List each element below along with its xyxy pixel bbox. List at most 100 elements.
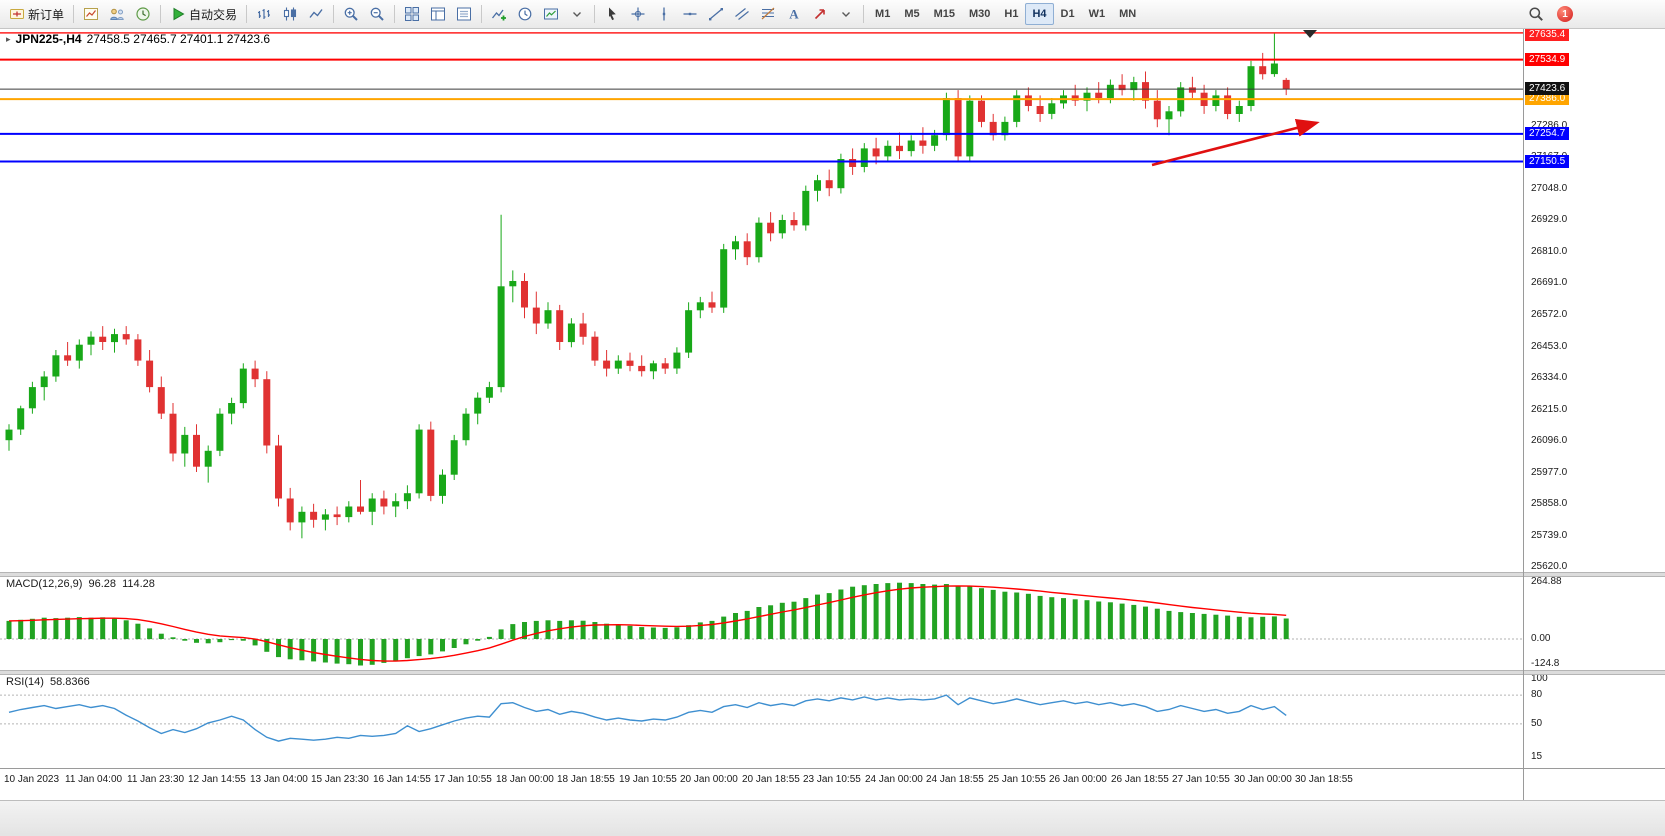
toolbar-separator <box>481 5 483 23</box>
time-axis-label: 24 Jan 00:00 <box>865 774 923 785</box>
main-chart-panel[interactable]: ▸ JPN225-,H4 27458.5 27465.7 27401.1 274… <box>0 28 1523 572</box>
fibonacci-button[interactable] <box>755 3 781 25</box>
chart-title: ▸ JPN225-,H4 27458.5 27465.7 27401.1 274… <box>6 32 270 46</box>
objects-dropdown[interactable] <box>833 3 859 25</box>
profile-icon <box>109 6 125 22</box>
cursor-icon <box>604 6 620 22</box>
text-icon: A <box>786 6 802 22</box>
line-chart-button[interactable] <box>303 3 329 25</box>
macd-histogram <box>6 582 1289 666</box>
time-axis-label: 26 Jan 18:55 <box>1111 774 1169 785</box>
time-axis[interactable]: 10 Jan 2023 11 Jan 04:00 11 Jan 23:30 12 Ja… <box>0 768 1665 801</box>
new-order-button[interactable]: 新订单 <box>4 3 69 25</box>
timeframe-m30[interactable]: M30 <box>962 3 997 25</box>
macd-value-main: 96.28 <box>88 578 117 590</box>
timeframe-w1[interactable]: W1 <box>1082 3 1113 25</box>
timeframe-h4[interactable]: H4 <box>1025 3 1054 25</box>
rsi-axis-label: 15 <box>1531 751 1543 762</box>
rsi-canvas[interactable] <box>0 673 1523 768</box>
macd-axis-label: -124.8 <box>1531 658 1560 669</box>
trendline-button[interactable] <box>703 3 729 25</box>
macd-panel[interactable]: MACD(12,26,9) 96.28 114.28 <box>0 575 1523 670</box>
time-axis-label: 16 Jan 14:55 <box>373 774 431 785</box>
time-axis-label: 30 Jan 00:00 <box>1234 774 1292 785</box>
candles <box>5 33 1290 539</box>
timeframe-m5[interactable]: M5 <box>897 3 926 25</box>
arrows-icon <box>812 6 828 22</box>
status-bar <box>0 800 1665 836</box>
navigator-button[interactable] <box>451 3 477 25</box>
zoomout-icon <box>369 6 385 22</box>
search-button[interactable] <box>1523 3 1549 25</box>
one-click-trading-icon[interactable]: ▸ <box>6 33 11 44</box>
timeframe-mn[interactable]: MN <box>1112 3 1143 25</box>
data-window-button[interactable] <box>425 3 451 25</box>
template-button[interactable] <box>538 3 564 25</box>
timeframe-d1[interactable]: D1 <box>1054 3 1082 25</box>
price-tag-pivot-line: 27386.0 <box>1525 92 1570 105</box>
template-dropdown[interactable] <box>564 3 590 25</box>
tile-icon <box>404 6 420 22</box>
crosshair-button[interactable] <box>625 3 651 25</box>
timeframe-h1[interactable]: H1 <box>997 3 1025 25</box>
text-button[interactable]: A <box>781 3 807 25</box>
rsi-axis-label: 80 <box>1531 689 1543 700</box>
price-tag-support-line-2: 27150.5 <box>1525 155 1570 168</box>
toolbar-separator <box>333 5 335 23</box>
arrow-object-button[interactable] <box>807 3 833 25</box>
new-chart-button[interactable] <box>78 3 104 25</box>
panel-resize-handle[interactable] <box>0 572 1665 577</box>
time-axis-label: 13 Jan 04:00 <box>250 774 308 785</box>
bar-chart-button[interactable] <box>251 3 277 25</box>
candlestick-chart-button[interactable] <box>277 3 303 25</box>
price-tag-support-line-1: 27254.7 <box>1525 127 1570 140</box>
vertical-line-button[interactable] <box>651 3 677 25</box>
cursor-button[interactable] <box>599 3 625 25</box>
channel-button[interactable] <box>729 3 755 25</box>
add-indicator-button[interactable] <box>486 3 512 25</box>
time-axis-label: 20 Jan 18:55 <box>742 774 800 785</box>
profiles-button[interactable] <box>104 3 130 25</box>
time-axis-label: 26 Jan 00:00 <box>1049 774 1107 785</box>
chart-shift-marker[interactable] <box>1303 30 1317 38</box>
rsi-panel[interactable]: RSI(14) 58.8366 <box>0 673 1523 768</box>
zoom-out-button[interactable] <box>364 3 390 25</box>
macd-label: MACD(12,26,9) 96.28 114.28 <box>6 578 158 590</box>
navigator-icon <box>456 6 472 22</box>
price-axis-label: 26691.0 <box>1531 277 1568 288</box>
macd-canvas[interactable] <box>0 575 1523 670</box>
price-axis-label: 26334.0 <box>1531 372 1568 383</box>
trend-arrow[interactable] <box>1151 119 1320 167</box>
zoomin-icon <box>343 6 359 22</box>
rsi-line <box>8 694 1287 742</box>
period-selector-button[interactable] <box>512 3 538 25</box>
caret-icon <box>569 6 585 22</box>
horizontal-line-button[interactable] <box>677 3 703 25</box>
auto-trading-button[interactable]: 自动交易 <box>165 3 242 25</box>
main-chart-canvas[interactable] <box>0 28 1523 572</box>
price-axis-label: 27048.0 <box>1531 183 1568 194</box>
tile-windows-button[interactable] <box>399 3 425 25</box>
zoom-in-button[interactable] <box>338 3 364 25</box>
timeframe-m15[interactable]: M15 <box>927 3 962 25</box>
macd-value-signal: 114.28 <box>122 578 155 590</box>
history-icon <box>135 6 151 22</box>
price-tag-resistance-line: 27534.9 <box>1525 53 1570 66</box>
toolbar: 新订单 自动交易 A M1 M5 M15 M30 H1 H4 D1 W1 MN 1 <box>0 0 1665 29</box>
time-axis-label: 12 Jan 14:55 <box>188 774 246 785</box>
time-axis-label: 25 Jan 10:55 <box>988 774 1046 785</box>
rsi-label: RSI(14) 58.8366 <box>6 676 93 688</box>
price-axis[interactable]: 27286.027167.027048.026929.026810.026691… <box>1524 28 1665 572</box>
template-icon <box>543 6 559 22</box>
clock-icon <box>517 6 533 22</box>
panel-resize-handle[interactable] <box>0 670 1665 675</box>
timeframe-m1[interactable]: M1 <box>868 3 897 25</box>
time-axis-label: 18 Jan 18:55 <box>557 774 615 785</box>
time-axis-label: 30 Jan 18:55 <box>1295 774 1353 785</box>
price-axis-label: 26453.0 <box>1531 341 1568 352</box>
history-center-button[interactable] <box>130 3 156 25</box>
notification-badge[interactable]: 1 <box>1557 6 1573 22</box>
hline-icon <box>682 6 698 22</box>
rsi-axis: 100 80 50 15 <box>1524 673 1665 768</box>
